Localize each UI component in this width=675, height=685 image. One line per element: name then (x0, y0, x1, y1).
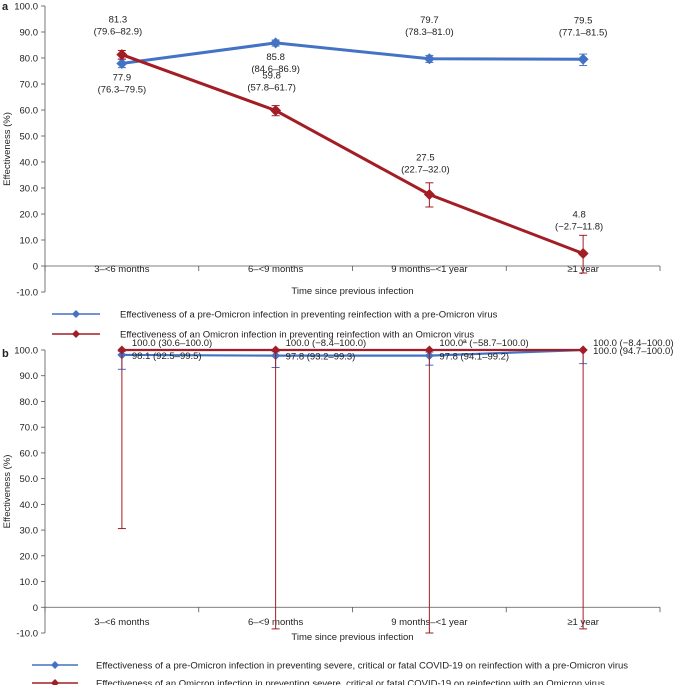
data-label: 97.8 (93.2–99.3) (286, 352, 356, 363)
y-tick-label: 50.0 (20, 132, 39, 143)
panel-label: a (2, 1, 9, 13)
y-tick-label: 90.0 (20, 371, 39, 382)
data-point (578, 345, 588, 355)
data-label: (−2.7–11.8) (555, 222, 603, 233)
y-tick-label: 70.0 (20, 423, 39, 434)
data-point (116, 49, 128, 61)
y-tick-label: 100.0 (14, 346, 38, 357)
data-label: 100.0 (−8.4–100.0) (593, 338, 674, 349)
data-label: 59.8 (262, 71, 281, 82)
data-label: (57.8–61.7) (247, 83, 296, 94)
series-line (121, 41, 584, 65)
y-tick-label: 30.0 (20, 184, 39, 195)
y-axis-title: Effectiveness (%) (2, 455, 13, 529)
data-label: 79.7 (420, 15, 439, 26)
y-axis-title: Effectiveness (%) (2, 112, 13, 186)
x-axis-title: Time since previous infection (291, 632, 413, 643)
data-label: 98.1 (92.5–99.5) (132, 351, 202, 362)
data-label: (78.3–81.0) (405, 27, 454, 38)
data-label: 85.8 (266, 52, 285, 63)
data-point (116, 57, 128, 69)
data-point (271, 345, 281, 355)
y-tick-label: 20.0 (20, 210, 39, 221)
legend-label: Effectiveness of an Omicron infection in… (96, 679, 605, 685)
data-label: 100.0 (94.7–100.0) (593, 346, 673, 357)
data-label: 4.8 (573, 210, 586, 221)
x-category-label: 3–<6 months (94, 264, 149, 275)
y-tick-label: 10.0 (20, 577, 39, 588)
data-label: (84.6–86.9) (251, 64, 300, 75)
data-label: (77.1–81.5) (559, 27, 608, 38)
y-tick-label: 20.0 (20, 551, 39, 562)
y-tick-label: -10.0 (16, 629, 38, 640)
y-tick-label: 70.0 (20, 80, 39, 91)
legend-marker (51, 661, 59, 669)
panel-label: b (2, 348, 9, 360)
y-tick-label: 60.0 (20, 448, 39, 459)
legend-label: Effectiveness of a pre-Omicron infection… (120, 310, 498, 321)
y-tick-label: 40.0 (20, 158, 39, 169)
data-point (117, 345, 127, 355)
data-label: (76.3–79.5) (98, 84, 147, 95)
y-tick-label: 90.0 (20, 28, 39, 39)
data-label: (79.6–82.9) (94, 27, 143, 38)
data-label: (22.7–32.0) (401, 165, 450, 176)
legend-label: Effectiveness of an Omicron infection in… (120, 330, 474, 341)
y-tick-label: 30.0 (20, 526, 39, 537)
data-point (270, 105, 282, 117)
y-tick-label: 100.0 (14, 2, 38, 13)
x-category-label: 6–<9 months (248, 264, 303, 275)
x-axis-title: Time since previous infection (291, 286, 413, 297)
legend-marker (72, 310, 80, 318)
y-tick-label: 50.0 (20, 474, 39, 485)
series-line (121, 348, 584, 357)
series-line (121, 53, 584, 255)
legend-marker (72, 330, 80, 338)
data-point (423, 53, 435, 65)
data-point (577, 53, 589, 65)
y-tick-label: 80.0 (20, 397, 39, 408)
data-label: 27.5 (416, 153, 435, 164)
data-label: 79.5 (574, 15, 593, 26)
data-point (424, 345, 434, 355)
legend-label: Effectiveness of a pre-Omicron infection… (96, 661, 628, 672)
data-label: 100.0 (−8.4–100.0) (286, 338, 367, 349)
data-point (423, 189, 435, 200)
legend-marker (51, 679, 59, 685)
data-label: 81.3 (109, 15, 128, 26)
y-tick-label: 0 (33, 603, 38, 614)
y-tick-label: 40.0 (20, 500, 39, 511)
y-tick-label: 60.0 (20, 106, 39, 117)
data-label: 97.8 (94.1–99.2) (439, 352, 509, 363)
data-point (270, 37, 282, 49)
data-label: 77.9 (113, 72, 132, 83)
x-category-label: 9 months–<1 year (391, 264, 467, 275)
data-label: 100.0 (30.6–100.0) (132, 338, 212, 349)
y-tick-label: 10.0 (20, 236, 39, 247)
x-category-label: 3–<6 months (94, 617, 149, 628)
y-tick-label: 80.0 (20, 54, 39, 65)
data-point (577, 248, 589, 260)
data-label: 100.0ª (−58.7–100.0) (439, 338, 528, 349)
y-tick-label: -10.0 (16, 288, 38, 299)
y-tick-label: 0 (33, 262, 38, 273)
